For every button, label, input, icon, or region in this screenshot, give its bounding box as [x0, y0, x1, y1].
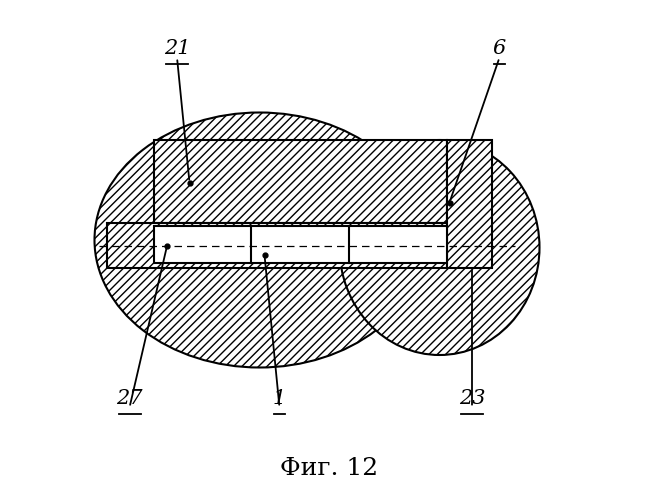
Text: 23: 23: [459, 388, 485, 407]
Text: 1: 1: [273, 388, 286, 407]
Bar: [107, 222, 447, 268]
Text: Фиг. 12: Фиг. 12: [281, 457, 378, 480]
Text: 21: 21: [163, 38, 190, 58]
Bar: [447, 140, 492, 268]
Bar: [154, 140, 447, 222]
Bar: [154, 226, 447, 262]
Text: 27: 27: [116, 388, 143, 407]
Text: 6: 6: [493, 38, 506, 58]
Ellipse shape: [339, 140, 540, 355]
Ellipse shape: [94, 112, 424, 368]
